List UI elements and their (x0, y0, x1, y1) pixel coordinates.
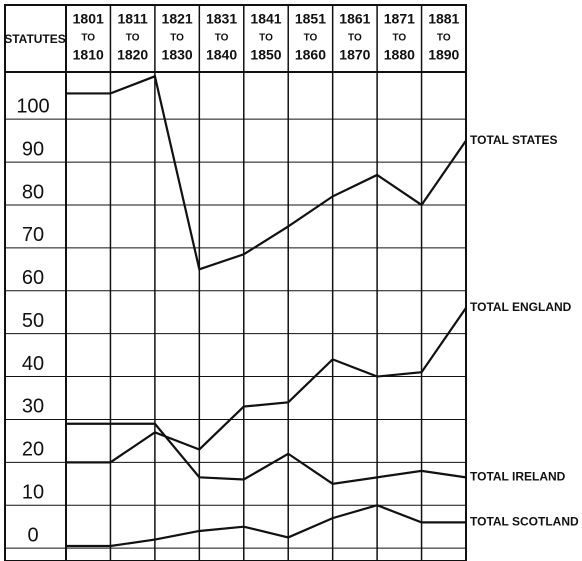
y-tick-label: 30 (22, 396, 44, 418)
column-header: 1871 (384, 11, 415, 27)
y-tick-label: 60 (22, 267, 44, 289)
axis-header: STATUTES (4, 32, 66, 46)
y-tick-label: 80 (22, 181, 44, 203)
column-header: 1850 (250, 47, 281, 63)
column-header: 1881 (428, 11, 459, 27)
column-header: TO (348, 33, 362, 44)
frame (4, 4, 467, 561)
column-header: 1880 (384, 47, 415, 63)
column-header: TO (304, 33, 318, 44)
column-header: 1821 (162, 11, 193, 27)
series-line (66, 74, 467, 271)
column-header: 1840 (206, 47, 237, 63)
y-tick-label: 0 (27, 524, 38, 546)
column-header: TO (170, 33, 184, 44)
column-header: 1831 (206, 11, 237, 27)
y-tick-label: 10 (22, 482, 44, 504)
column-header: 1810 (73, 47, 104, 63)
column-header: 1801 (73, 11, 104, 27)
column-header: TO (259, 33, 273, 44)
series-line (66, 307, 467, 464)
column-header: 1820 (117, 47, 148, 63)
column-header: 1811 (117, 11, 148, 27)
series-label: TOTAL STATES (470, 133, 558, 147)
y-tick-label: 50 (22, 310, 44, 332)
series-label: TOTAL SCOTLAND (470, 515, 579, 529)
y-tick-label: 70 (22, 224, 44, 246)
series-line (66, 422, 467, 485)
column-header: 1870 (339, 47, 370, 63)
column-header: 1861 (339, 11, 370, 27)
y-tick-label: 100 (16, 95, 49, 117)
column-header: TO (392, 33, 406, 44)
column-header: TO (437, 33, 451, 44)
series-label: TOTAL IRELAND (470, 470, 566, 484)
column-header: TO (81, 33, 95, 44)
column-header: 1841 (250, 11, 281, 27)
column-header: 1851 (295, 11, 326, 27)
y-tick-label: 20 (22, 439, 44, 461)
column-header: 1890 (428, 47, 459, 63)
column-header: 1830 (162, 47, 193, 63)
column-header: TO (215, 33, 229, 44)
series-label: TOTAL ENGLAND (470, 300, 572, 314)
y-tick-label: 40 (22, 353, 44, 375)
series-line (66, 504, 466, 548)
column-header: 1860 (295, 47, 326, 63)
y-tick-label: 90 (22, 138, 44, 160)
column-header: TO (126, 33, 140, 44)
